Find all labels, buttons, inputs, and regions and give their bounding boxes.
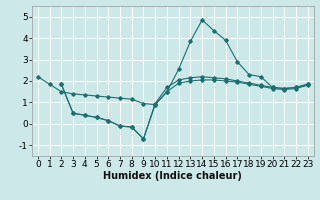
X-axis label: Humidex (Indice chaleur): Humidex (Indice chaleur) xyxy=(103,171,242,181)
